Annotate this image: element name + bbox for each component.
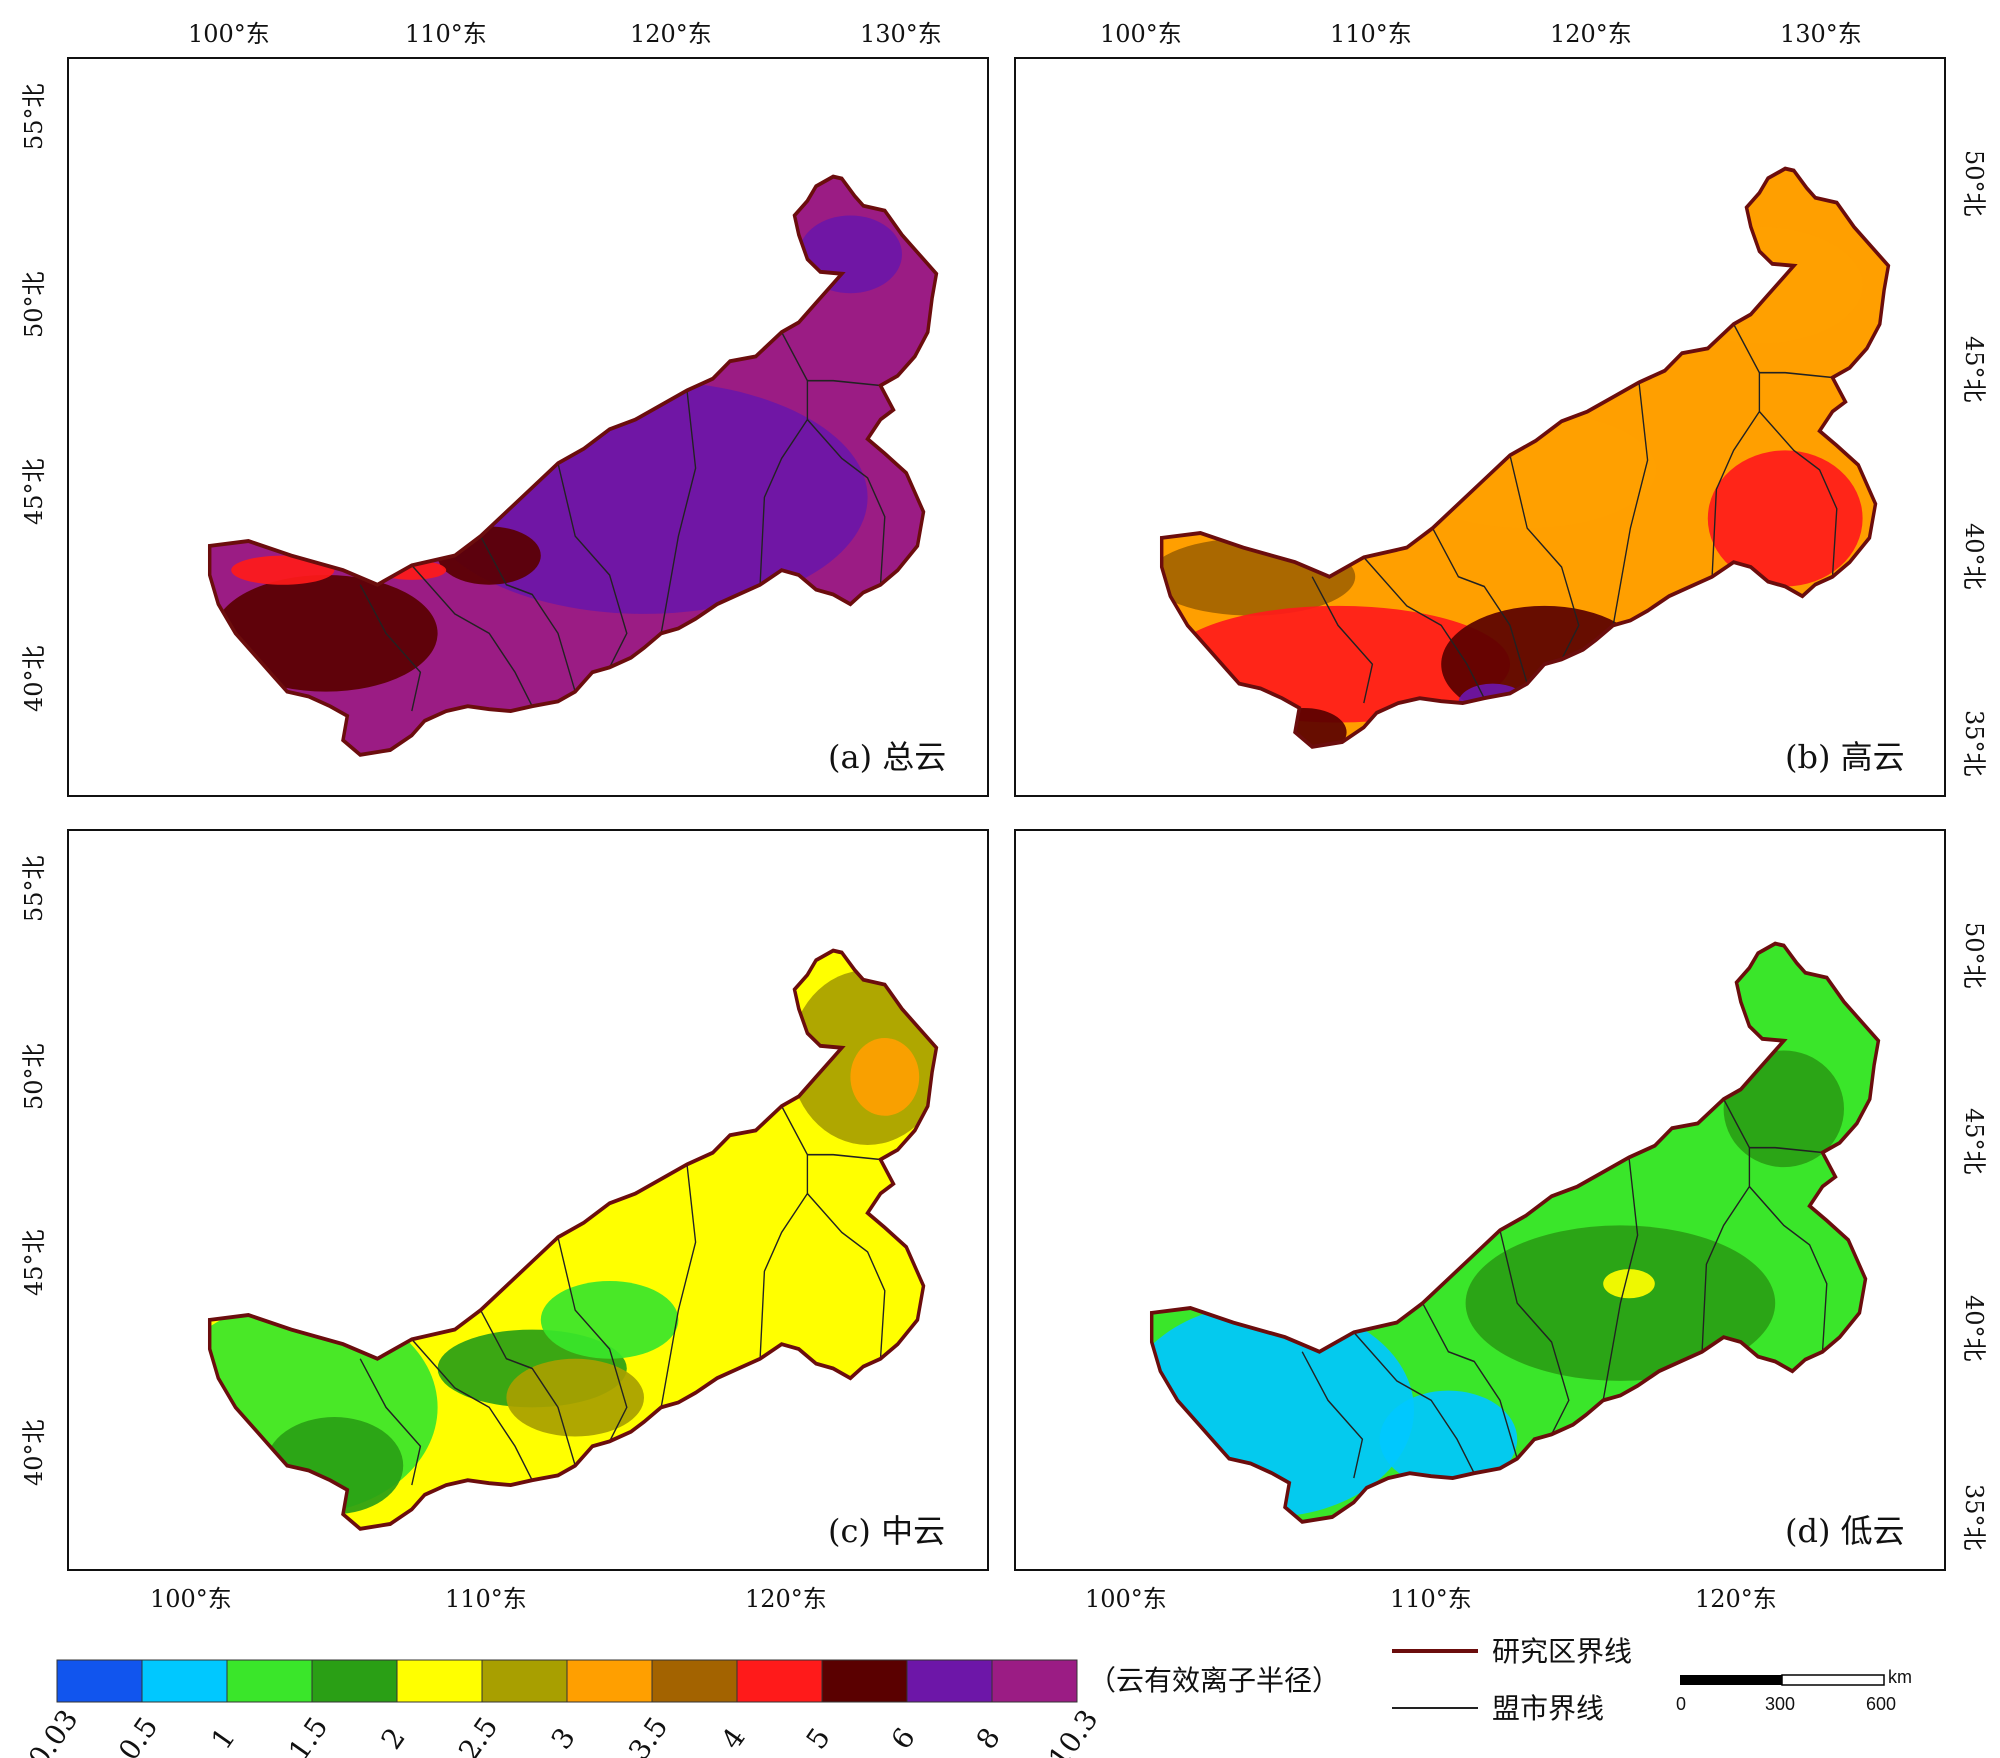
- study-area-outline: [207, 948, 939, 1531]
- city-boundaries: [359, 1105, 886, 1486]
- lat-tick-left: 45°北: [20, 458, 48, 525]
- colorbar-tick-label: 1: [205, 1722, 242, 1756]
- scalebar-label-300: 300: [1765, 1694, 1795, 1714]
- panel-label: (b) 高云: [1785, 738, 1905, 776]
- colorbar-tick-label: 5: [800, 1722, 837, 1756]
- lon-tick-bottom: 120°东: [745, 1585, 827, 1613]
- city-boundaries: [1311, 323, 1838, 704]
- lon-tick-bottom: 110°东: [1390, 1585, 1472, 1613]
- colorbar-tick-label: 1.5: [282, 1711, 335, 1758]
- lat-tick-right: 50°北: [1960, 150, 1988, 217]
- scalebar-black-segment: [1680, 1675, 1782, 1685]
- map-panel-c: (c) 中云: [67, 829, 989, 1571]
- scalebar-unit: km: [1888, 1667, 1912, 1687]
- lon-tick-bottom: 100°东: [1085, 1585, 1167, 1613]
- lat-tick-left: 55°北: [20, 855, 48, 922]
- colorbar-cell: [141, 1659, 228, 1703]
- colorbar-tick-label: 6: [885, 1722, 922, 1756]
- colorbar-tick-label: 2: [375, 1722, 412, 1756]
- scalebar: km 0 300 600: [1676, 1667, 1912, 1714]
- colorbar-tick-label: 2.5: [452, 1711, 505, 1758]
- colorbar-cell: [821, 1659, 908, 1703]
- panel-label: (c) 中云: [828, 1512, 945, 1550]
- lon-tick-top: 100°东: [188, 20, 270, 48]
- colorbar-cell: [56, 1659, 143, 1703]
- colorbar-cell: [651, 1659, 738, 1703]
- lat-tick-right: 40°北: [1960, 523, 1988, 590]
- lat-tick-right: 50°北: [1960, 922, 1988, 989]
- lat-tick-right: 45°北: [1960, 336, 1988, 403]
- colorbar-cell: [396, 1659, 483, 1703]
- lat-tick-left: 50°北: [20, 1043, 48, 1110]
- colorbar-cell: [226, 1659, 313, 1703]
- lat-tick-right: 35°北: [1960, 710, 1988, 777]
- colorbar: 0.03 0.5 1 1.5 2 2.5 3 3.5 4 5 6 8 10.3 （云有效离子半径）: [22, 1659, 1340, 1758]
- colorbar-tick-label: 3: [545, 1722, 582, 1756]
- scalebar-label-0: 0: [1676, 1694, 1686, 1714]
- panel-label: (d) 低云: [1785, 1512, 1905, 1550]
- lon-tick-bottom: 110°东: [445, 1585, 527, 1613]
- lon-tick-bottom: 120°东: [1695, 1585, 1777, 1613]
- lat-tick-left: 40°北: [20, 645, 48, 712]
- city-boundary-label: 盟市界线: [1492, 1692, 1604, 1725]
- lon-tick-top: 120°东: [1550, 20, 1632, 48]
- colorbar-cell: [566, 1659, 653, 1703]
- lon-tick-bottom: 100°东: [150, 1585, 232, 1613]
- map-panel-d: (d) 低云: [1014, 829, 1946, 1571]
- panel-label: (a) 总云: [828, 738, 946, 776]
- lat-tick-left: 45°北: [20, 1229, 48, 1296]
- colorbar-cell: [311, 1659, 398, 1703]
- lon-tick-top: 130°东: [1780, 20, 1862, 48]
- lat-tick-right: 40°北: [1960, 1295, 1988, 1362]
- colorbar-tick-label: 10.3: [1042, 1704, 1105, 1758]
- scalebar-white-segment: [1781, 1674, 1885, 1686]
- lon-tick-top: 100°东: [1100, 20, 1182, 48]
- lon-tick-top: 110°东: [1330, 20, 1412, 48]
- lat-tick-right: 45°北: [1960, 1108, 1988, 1175]
- scalebar-label-600: 600: [1866, 1694, 1896, 1714]
- colorbar-tick-label: 4: [715, 1722, 752, 1756]
- city-boundaries: [359, 331, 886, 712]
- lat-tick-right: 35°北: [1960, 1484, 1988, 1551]
- colorbar-title: （云有效离子半径）: [1088, 1664, 1340, 1697]
- line-legend: 研究区界线 盟市界线: [1392, 1635, 1632, 1725]
- lat-tick-left: 55°北: [20, 83, 48, 150]
- lat-tick-left: 40°北: [20, 1419, 48, 1486]
- lat-tick-left: 50°北: [20, 271, 48, 338]
- lon-tick-top: 130°东: [860, 20, 942, 48]
- colorbar-tick-label: 8: [970, 1722, 1007, 1756]
- colorbar-cell: [736, 1659, 823, 1703]
- colorbar-tick-label: 0.03: [22, 1704, 85, 1758]
- lon-tick-top: 110°东: [405, 20, 487, 48]
- study-area-outline: [207, 174, 939, 757]
- colorbar-cell: [991, 1659, 1078, 1703]
- map-panel-b: (b) 高云: [1014, 57, 1946, 797]
- city-boundaries: [1301, 1098, 1828, 1479]
- map-panel-a: (a) 总云: [67, 57, 989, 797]
- study-area-outline: [1149, 941, 1881, 1524]
- colorbar-cell: [906, 1659, 993, 1703]
- colorbar-tick-label: 3.5: [622, 1711, 675, 1758]
- lon-tick-top: 120°东: [630, 20, 712, 48]
- colorbar-tick-label: 0.5: [112, 1711, 165, 1758]
- study-area-label: 研究区界线: [1492, 1635, 1632, 1668]
- study-area-outline: [1159, 166, 1891, 749]
- colorbar-cell: [481, 1659, 568, 1703]
